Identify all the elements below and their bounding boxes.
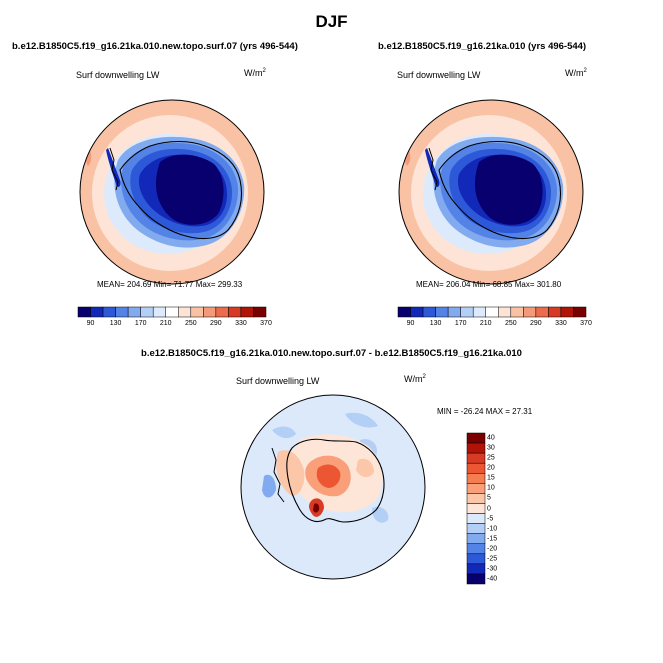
colorbar-swatch [466, 523, 486, 534]
colorbar-tick-label: 0 [487, 505, 491, 512]
colorbar-swatch [466, 543, 486, 555]
colorbar-swatch [573, 306, 587, 318]
colorbar-tick-label: -30 [487, 565, 498, 573]
right-colorbar-labels: 90 130 170 210 250 290 330 370 [0, 320, 663, 330]
figure-title: DJF [315, 12, 348, 31]
colorbar-tick-label: 250 [504, 320, 517, 327]
colorbar-tick-label: 90 [406, 320, 415, 327]
colorbar-tick-label: 370 [260, 320, 272, 327]
colorbar-swatch [466, 513, 486, 524]
colorbar-tick-label: -25 [487, 555, 498, 563]
colorbar-swatch [466, 442, 486, 454]
colorbar-tick-label: 370 [580, 320, 592, 327]
colorbar-tick-label: 330 [555, 320, 567, 327]
colorbar-tick-label: -15 [487, 535, 498, 543]
colorbar-tick-label: 20 [487, 464, 495, 472]
colorbar-swatch [466, 462, 486, 474]
right-stats: MEAN= 206.04 Min= 68.85 Max= 301.80 [416, 280, 562, 289]
colorbar-swatch [466, 503, 486, 514]
colorbar-tick-label: 130 [429, 320, 442, 327]
diff-variable-label: Surf downwelling LW [236, 376, 320, 386]
colorbar-tick-label: 210 [159, 320, 172, 327]
colorbar-swatch [466, 533, 486, 544]
colorbar-tick-label: 10 [487, 484, 495, 492]
diff-panel-title: b.e12.B1850C5.f19_g16.21ka.010.new.topo.… [141, 348, 522, 359]
colorbar-tick-label: 210 [479, 320, 492, 327]
colorbar-tick-label: 250 [184, 320, 197, 327]
colorbar-tick-label: 25 [487, 454, 495, 462]
left-panel-title: b.e12.B1850C5.f19_g16.21ka.010.new.topo.… [12, 41, 298, 52]
colorbar-swatch [253, 306, 267, 318]
colorbar-tick-label: 30 [487, 444, 495, 452]
colorbar-swatch [466, 452, 486, 464]
colorbar-swatch [466, 573, 486, 585]
colorbar-tick-label: 290 [530, 320, 542, 327]
colorbar-tick-label: 90 [86, 320, 95, 327]
colorbar-tick-label: 290 [210, 320, 222, 327]
colorbar-tick-label: -20 [487, 545, 498, 553]
colorbar-tick-label: -10 [487, 525, 498, 533]
colorbar-tick-label: 170 [134, 320, 147, 327]
colorbar-tick-label: 40 [487, 434, 495, 442]
colorbar-tick-label: 15 [487, 474, 495, 482]
colorbar-tick-label: -5 [487, 515, 494, 523]
colorbar-swatch [466, 432, 486, 444]
colorbar-tick-label: 170 [454, 320, 467, 327]
colorbar-swatch [466, 473, 486, 484]
colorbar-tick-label: 330 [235, 320, 247, 327]
right-units-label: W/m2 [565, 68, 587, 78]
colorbar-swatch [466, 553, 486, 565]
left-variable-label: Surf downwelling LW [76, 70, 160, 80]
left-colorbar-labels: 90 130 170 210 250 290 330 370 [0, 320, 663, 330]
left-units-label: W/m2 [244, 68, 266, 78]
colorbar-swatch [466, 483, 486, 494]
right-panel-title: b.e12.B1850C5.f19_g16.21ka.010 (yrs 496-… [378, 41, 587, 52]
diff-stats: MIN = -26.24 MAX = 27.31 [437, 407, 533, 416]
diff-units-label: W/m2 [404, 374, 426, 384]
colorbar-tick-label: 5 [487, 494, 491, 502]
colorbar-swatch [466, 493, 486, 504]
colorbar-tick-label: -40 [487, 575, 498, 583]
colorbar-tick-label: 130 [109, 320, 122, 327]
diff-colorbar-labels: 40 30 25 20 15 10 5 0 -5 -10 -15 -20 -25 -30 -40 [487, 0, 517, 663]
colorbar-swatch [466, 563, 486, 575]
left-stats: MEAN= 204.69 Min= 71.77 Max= 299.33 [97, 280, 243, 289]
right-variable-label: Surf downwelling LW [397, 70, 481, 80]
